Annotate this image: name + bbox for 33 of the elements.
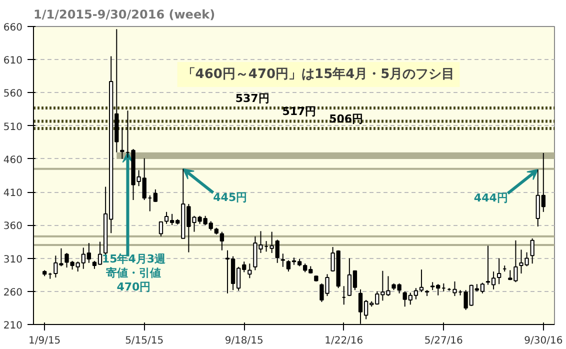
candlestick bbox=[248, 263, 252, 279]
chart-title: 1/1/2015-9/30/2016 (week) bbox=[34, 8, 216, 22]
x-tick-label: 9/30/16 bbox=[524, 336, 563, 346]
y-tick-label: 210 bbox=[3, 320, 23, 332]
y-tick-label: 310 bbox=[3, 254, 23, 266]
annotation: 444円 bbox=[474, 192, 508, 205]
y-tick-label: 410 bbox=[3, 188, 23, 200]
candlestick bbox=[419, 269, 424, 293]
y-tick-label: 510 bbox=[3, 122, 23, 133]
y-tick-label: 460 bbox=[3, 154, 23, 166]
candlestick bbox=[530, 238, 534, 264]
ref-line-label: 537円 bbox=[235, 92, 270, 105]
y-tick-label: 610 bbox=[3, 56, 23, 67]
x-tick-label: 1/22/16 bbox=[324, 336, 364, 346]
x-tick-label: 5/27/16 bbox=[424, 336, 463, 346]
ref-line-label: 506円 bbox=[329, 112, 364, 126]
candlestick bbox=[158, 221, 164, 237]
y-tick-label: 660 bbox=[3, 22, 23, 34]
ref-line-label: 517円 bbox=[282, 105, 316, 118]
y-tick-label: 360 bbox=[3, 221, 23, 232]
candlestick bbox=[220, 231, 224, 251]
candlestick bbox=[153, 188, 158, 202]
annotation: 445円 bbox=[213, 190, 248, 204]
x-tick-label: 5/15/15 bbox=[125, 336, 164, 346]
annotation: 15年4月3週寄値・引値470円 bbox=[102, 252, 167, 294]
y-tick-label: 260 bbox=[3, 287, 23, 298]
y-tick-label: 560 bbox=[3, 88, 23, 100]
annotation: 「460円～470円」は15年4月・5月のフシ目 bbox=[182, 67, 455, 82]
candlestick bbox=[120, 127, 124, 160]
x-tick-label: 9/18/15 bbox=[224, 336, 264, 346]
x-tick-label: 1/9/15 bbox=[28, 336, 61, 346]
candlestick bbox=[280, 253, 285, 268]
candlestick bbox=[496, 258, 502, 285]
